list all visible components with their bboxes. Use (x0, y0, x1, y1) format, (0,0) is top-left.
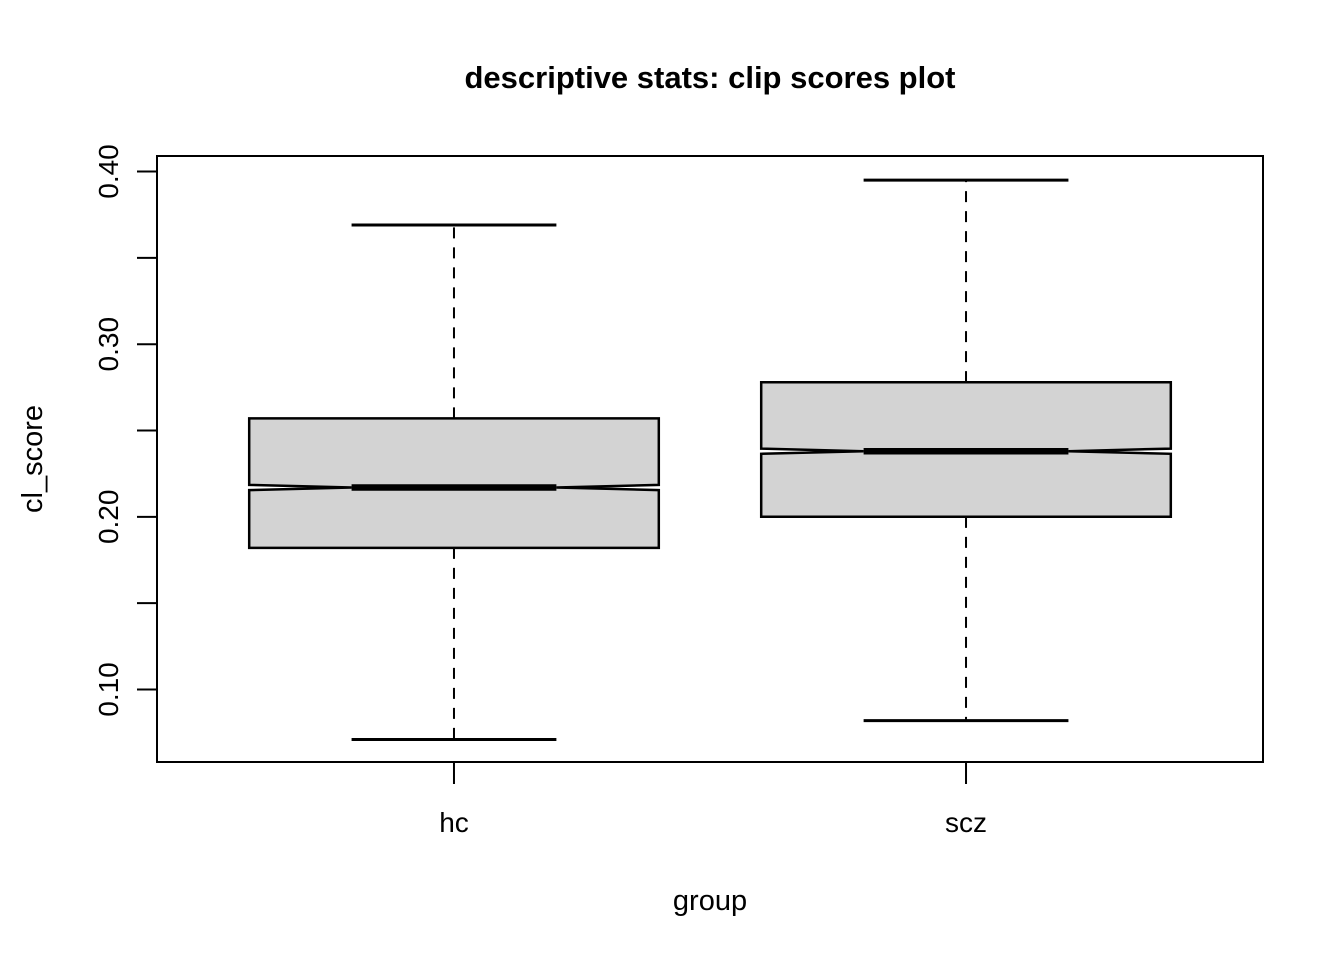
plot-border (156, 155, 1264, 763)
y-axis-label: cl_score (17, 405, 49, 513)
x-axis-label: group (673, 885, 747, 917)
y-tick-label: 0.20 (93, 490, 124, 545)
y-tick-label: 0.30 (93, 317, 124, 372)
x-category-label: scz (945, 807, 987, 838)
boxplot-hc: hc (247, 223, 661, 838)
notched-box (247, 417, 661, 550)
y-tick-label: 0.40 (93, 144, 124, 199)
y-tick-label: 0.10 (93, 662, 124, 717)
y-axis: 0.10 0.20 0.30 0.40 (93, 144, 157, 717)
boxplot-scz: scz (759, 178, 1173, 838)
x-category-label: hc (439, 807, 469, 838)
chart-title: descriptive stats: clip scores plot (464, 60, 955, 95)
